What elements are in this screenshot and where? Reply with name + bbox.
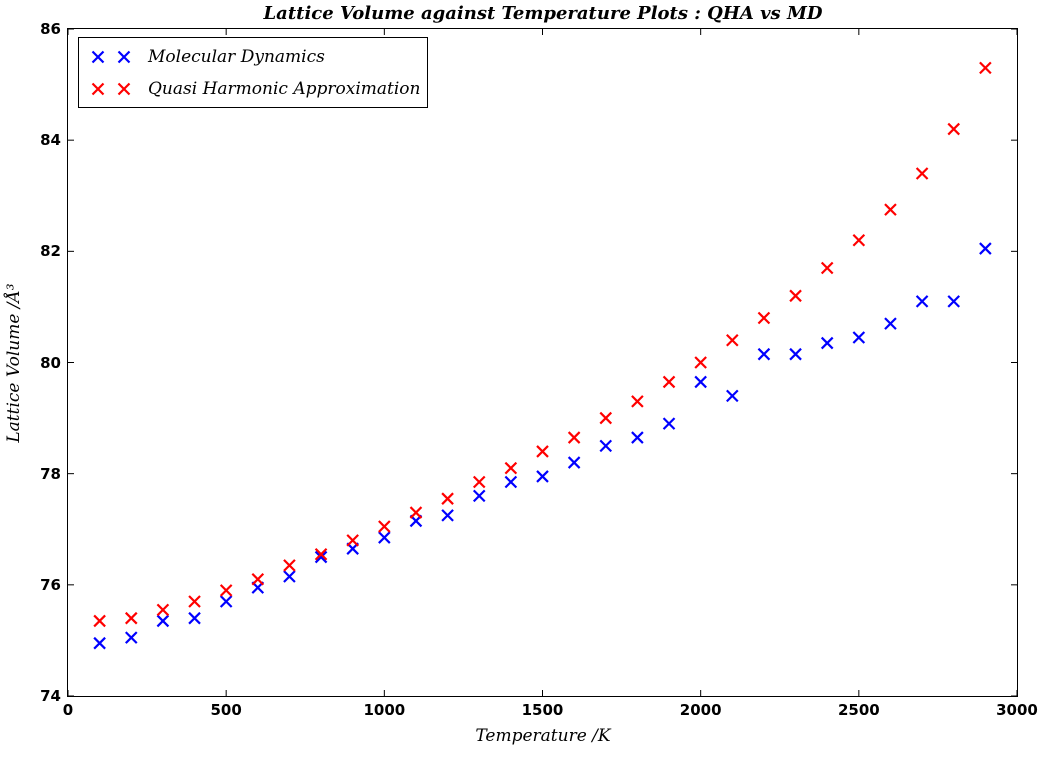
y-tick-label: 82: [40, 242, 61, 261]
x-axis-label: Temperature /K: [475, 726, 611, 746]
x-tick-label: 2500: [837, 701, 880, 719]
axis-ticks: [68, 29, 1017, 696]
chart-title: Lattice Volume against Temperature Plots…: [263, 3, 823, 24]
x-tick-label: 1000: [363, 701, 406, 719]
x-tick-label: 3000: [996, 701, 1038, 719]
y-tick-label: 84: [40, 131, 61, 150]
x-tick-label: 500: [210, 701, 242, 719]
x-tick-label: 1500: [521, 701, 564, 719]
y-tick-label: 76: [40, 575, 61, 594]
md-legend-marker-icon: [91, 50, 131, 64]
legend-label-md: Molecular Dynamics: [148, 47, 325, 67]
x-tick-label: 2000: [679, 701, 722, 719]
legend-row-md: Molecular Dynamics: [79, 41, 427, 73]
qha-series-markers: [93, 61, 992, 628]
y-tick-label: 80: [40, 353, 61, 372]
y-tick-label: 86: [40, 20, 61, 38]
y-tick-label: 74: [40, 687, 61, 705]
plot-canvas: [68, 29, 1017, 696]
y-tick-label: 78: [40, 464, 61, 483]
legend: Molecular Dynamics Quasi Harmonic Approx…: [78, 37, 428, 108]
legend-label-qha: Quasi Harmonic Approximation: [148, 79, 421, 99]
plot-box: [67, 28, 1018, 697]
x-tick-label: 0: [62, 701, 74, 719]
qha-legend-marker-icon: [91, 82, 131, 96]
legend-row-qha: Quasi Harmonic Approximation: [79, 73, 427, 105]
